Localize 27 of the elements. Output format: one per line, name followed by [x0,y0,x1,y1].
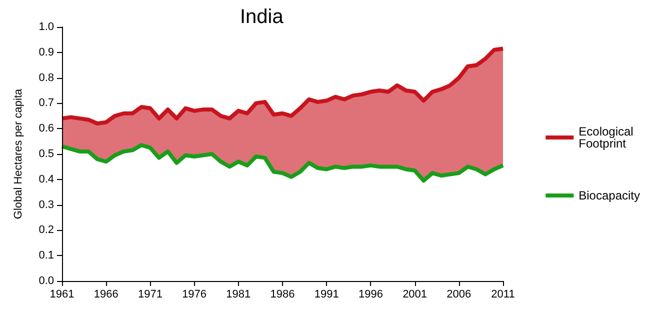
legend-label: Biocapacity [578,188,640,202]
line-series [60,143,505,183]
y-tick-label: 0.3 [38,198,54,211]
x-tick-label: 1991 [314,288,339,300]
y-tick-label: 0.9 [38,46,54,58]
y-tick-label: 0.8 [38,72,54,84]
x-tick-label: 1971 [138,288,162,300]
y-tick-label: 0.1 [38,250,54,262]
y-tick-label: 0.7 [38,97,54,110]
x-tick-label: 1961 [50,288,74,300]
y-tick-label: 1.0 [38,21,54,33]
y-tick-label: 0.2 [38,224,54,236]
legend-label: Ecological Footprint [578,124,637,150]
y-tick-label: 0.6 [38,122,54,135]
y-tick-label: 0.4 [38,173,54,186]
y-tick-label: 0.0 [38,275,54,287]
x-tick-label: 1981 [226,288,251,300]
x-tick-label: 1986 [270,288,295,300]
x-tick-label: 2011 [491,288,515,300]
x-tick-label: 1976 [182,288,207,300]
x-tick-label: 1996 [358,288,383,300]
chart-title: India [240,6,284,28]
x-tick-label: 2006 [446,288,472,300]
y-axis-title: Global Hectares per capita [12,88,24,220]
x-tick-label: 2001 [402,288,428,300]
x-tick-label: 1966 [94,288,118,300]
y-tick-label: 0.5 [38,148,54,160]
